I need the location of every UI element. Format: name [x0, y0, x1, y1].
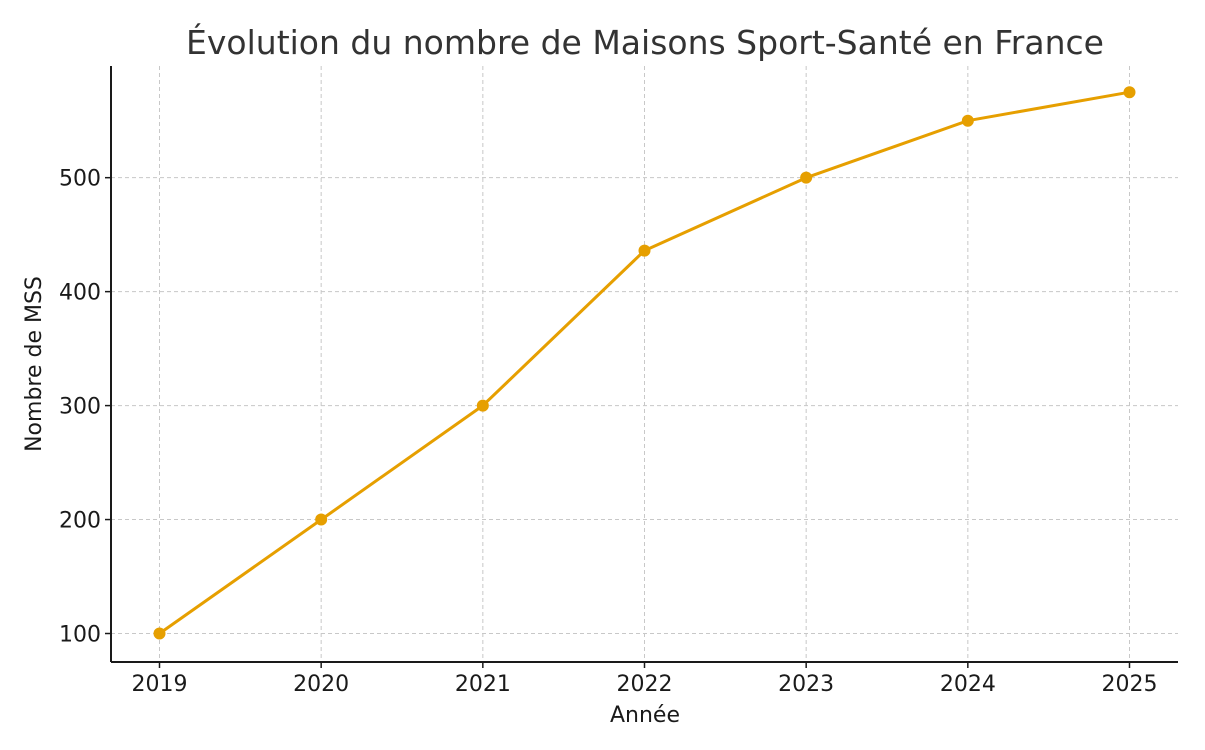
data-point-2025	[1123, 86, 1136, 99]
x-tick-label-2020: 2020	[293, 672, 349, 697]
x-tick-label-2021: 2021	[455, 672, 511, 697]
y-axis-ticks: 100 200 300 400 500	[59, 167, 111, 648]
y-tick-label-100: 100	[59, 623, 101, 648]
y-axis-label: Nombre de MSS	[22, 276, 47, 452]
y-tick-label-200: 200	[59, 509, 101, 534]
x-tick-label-2022: 2022	[617, 672, 673, 697]
x-tick-label-2025: 2025	[1102, 672, 1158, 697]
x-axis-ticks: 2019 2020 2021 2022 2023 2024 2025	[132, 662, 1158, 697]
data-point-2019	[153, 627, 166, 640]
grid	[111, 66, 1178, 662]
y-tick-label-500: 500	[59, 167, 101, 192]
data-point-2020	[315, 513, 328, 526]
x-tick-label-2019: 2019	[132, 672, 188, 697]
chart-title: Évolution du nombre de Maisons Sport-San…	[186, 22, 1104, 62]
series	[153, 86, 1136, 640]
x-tick-label-2023: 2023	[778, 672, 834, 697]
y-tick-label-300: 300	[59, 395, 101, 420]
data-point-2023	[800, 171, 813, 184]
x-axis-label: Année	[610, 703, 680, 728]
x-tick-label-2024: 2024	[940, 672, 996, 697]
y-tick-label-400: 400	[59, 281, 101, 306]
data-point-2022	[638, 244, 651, 257]
data-point-2024	[961, 114, 974, 127]
data-point-2021	[476, 399, 489, 412]
